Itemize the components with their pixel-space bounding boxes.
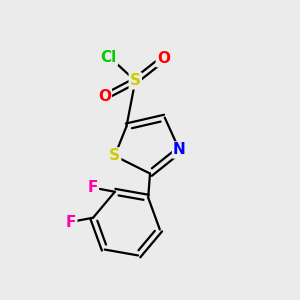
Text: N: N [173,142,186,158]
Text: S: S [109,148,120,164]
Text: Cl: Cl [101,50,117,65]
Text: F: F [66,214,76,230]
Text: F: F [88,180,98,195]
Text: O: O [98,89,111,104]
Text: S: S [130,73,141,88]
Text: O: O [157,51,170,66]
